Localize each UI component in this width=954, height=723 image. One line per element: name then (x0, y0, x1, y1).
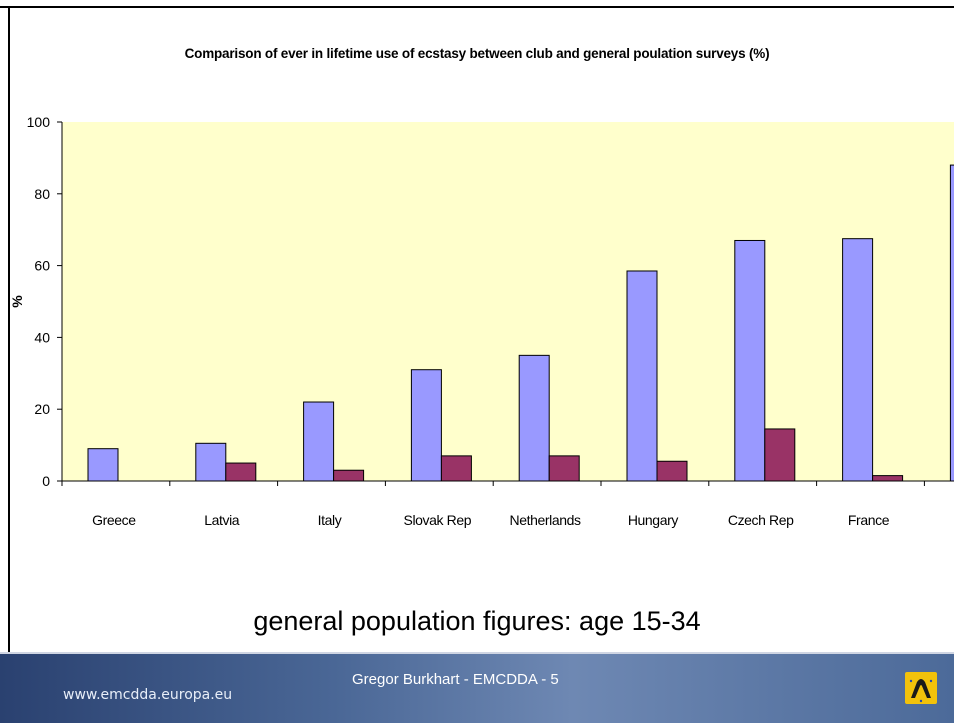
x-tick-label: Slovak Rep (404, 512, 472, 528)
bar-2-latvia (225, 462, 257, 482)
footer-divider (0, 652, 954, 654)
bar-2-france (872, 475, 904, 482)
bar-1-hungary (626, 270, 658, 482)
y-tick-label: 0 (42, 473, 50, 489)
x-tick-label: Italy (318, 512, 342, 528)
bar-1-france (842, 238, 874, 482)
bar-2-slovak-rep (440, 455, 472, 482)
plot-area (62, 122, 954, 481)
footer-url[interactable]: www.emcdda.europa.eu (63, 687, 233, 703)
chart-title: Comparison of ever in lifetime use of ec… (184, 46, 770, 61)
x-tick-label: France (848, 512, 890, 528)
bar-1-greece (87, 448, 119, 482)
footer-credit: Gregor Burkhart - EMCDDA - 5 (352, 671, 559, 688)
bar-2-netherlands (548, 455, 580, 482)
bar-1-slovak-rep (410, 369, 442, 482)
footer-bar: www.emcdda.europa.eu Gregor Burkhart - E… (0, 654, 954, 723)
bar-chart: 0 20 40 60 80 100% Greece Latvia Italy Slovak Rep… (9, 114, 954, 528)
bar-2-hungary (656, 460, 688, 482)
bar-1-czech-rep (734, 239, 766, 482)
slide-top-border (0, 0, 954, 8)
x-tick-label: Latvia (204, 512, 240, 528)
y-tick-label: 100 (27, 114, 51, 130)
x-tick-label: Czech Rep (728, 512, 794, 528)
x-tick-label: Greece (92, 512, 136, 528)
emcdda-logo-icon (905, 672, 937, 704)
y-tick-label: 40 (34, 329, 50, 345)
y-axis-title: % (9, 295, 25, 308)
y-tick-label: 60 (34, 258, 50, 274)
bar-2-italy (333, 469, 365, 482)
bar-1-italy (303, 401, 335, 482)
y-tick-label: 20 (34, 401, 50, 417)
bar-1-uk (949, 164, 954, 482)
bar-1-latvia (195, 442, 227, 482)
x-tick-label: Netherlands (510, 512, 581, 528)
bar-2-czech-rep (764, 428, 796, 482)
bar-1-netherlands (518, 354, 550, 482)
slide-left-border (8, 6, 10, 656)
y-tick-label: 80 (34, 186, 50, 202)
x-tick-label: Hungary (628, 512, 679, 528)
caption: general population figures: age 15-34 (253, 606, 701, 636)
